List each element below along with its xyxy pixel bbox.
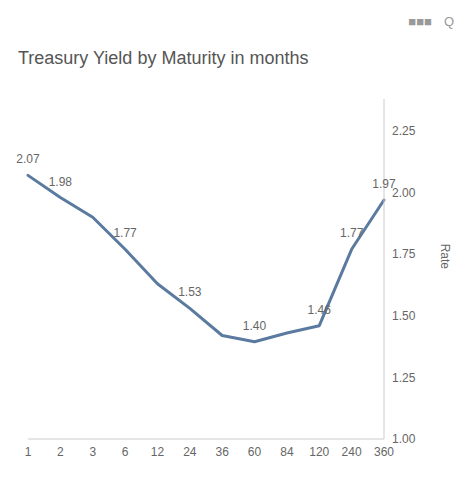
svg-text:6: 6 [122,445,129,459]
svg-text:1.97: 1.97 [372,177,396,191]
svg-text:1.50: 1.50 [392,309,416,323]
svg-text:2.25: 2.25 [392,124,416,138]
svg-text:36: 36 [216,445,230,459]
svg-text:12: 12 [151,445,165,459]
svg-text:1.40: 1.40 [243,319,267,333]
svg-text:1.00: 1.00 [392,432,416,446]
svg-text:1: 1 [25,445,32,459]
html-text:Treasury Yield by Maturity in: Treasury Yield by Maturity in months [18,48,309,68]
svg-text:84: 84 [280,445,294,459]
svg-text:60: 60 [248,445,262,459]
svg-text:1.75: 1.75 [392,247,416,261]
svg-text:1.77: 1.77 [340,226,364,240]
svg-text:3: 3 [89,445,96,459]
svg-text:1.46: 1.46 [308,303,332,317]
html-text:Q: Q [443,14,454,29]
svg-text:1.25: 1.25 [392,371,416,385]
svg-text:1.77: 1.77 [113,226,137,240]
svg-text:240: 240 [342,445,362,459]
svg-text:2.00: 2.00 [392,185,416,200]
svg-text:24: 24 [183,445,197,459]
svg-text:2.07: 2.07 [16,152,40,166]
svg-text:2: 2 [57,445,64,459]
svg-text:1.98: 1.98 [49,175,73,189]
svg-text:1.53: 1.53 [178,285,202,299]
svg-text:Rate: Rate [438,244,452,270]
svg-text:360: 360 [374,445,394,459]
svg-text:120: 120 [309,445,329,459]
